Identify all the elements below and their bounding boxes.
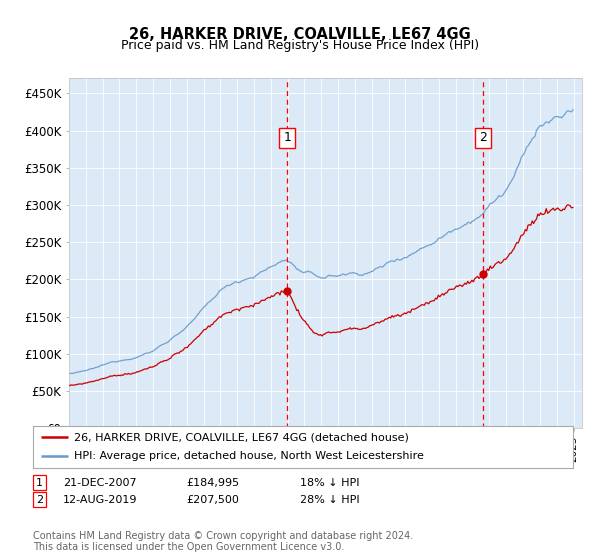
Text: 1: 1	[283, 132, 291, 144]
Text: Price paid vs. HM Land Registry's House Price Index (HPI): Price paid vs. HM Land Registry's House …	[121, 39, 479, 53]
Text: 21-DEC-2007: 21-DEC-2007	[63, 478, 137, 488]
Text: 12-AUG-2019: 12-AUG-2019	[63, 494, 137, 505]
Text: 2: 2	[479, 132, 487, 144]
Text: 28% ↓ HPI: 28% ↓ HPI	[300, 494, 359, 505]
Text: 18% ↓ HPI: 18% ↓ HPI	[300, 478, 359, 488]
Text: Contains HM Land Registry data © Crown copyright and database right 2024.
This d: Contains HM Land Registry data © Crown c…	[33, 531, 413, 553]
Text: HPI: Average price, detached house, North West Leicestershire: HPI: Average price, detached house, Nort…	[74, 451, 424, 461]
Text: £207,500: £207,500	[186, 494, 239, 505]
Text: £184,995: £184,995	[186, 478, 239, 488]
Text: 26, HARKER DRIVE, COALVILLE, LE67 4GG: 26, HARKER DRIVE, COALVILLE, LE67 4GG	[129, 27, 471, 42]
Text: 2: 2	[36, 494, 43, 505]
Text: 1: 1	[36, 478, 43, 488]
Text: 26, HARKER DRIVE, COALVILLE, LE67 4GG (detached house): 26, HARKER DRIVE, COALVILLE, LE67 4GG (d…	[74, 432, 409, 442]
